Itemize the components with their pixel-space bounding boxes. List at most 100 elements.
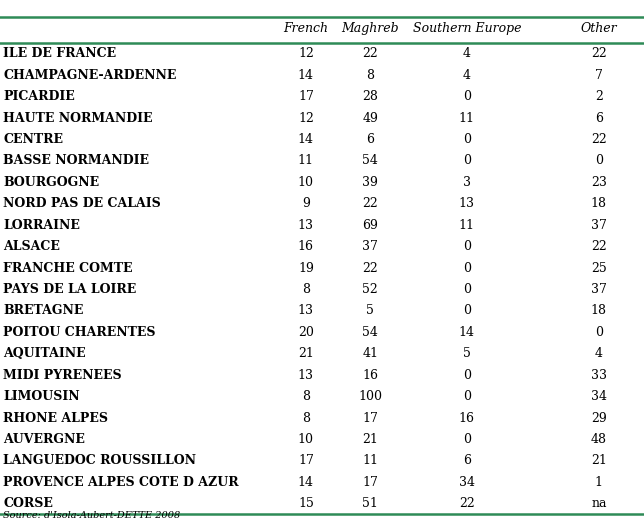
Text: Southern Europe: Southern Europe bbox=[413, 23, 521, 35]
Text: MIDI PYRENEES: MIDI PYRENEES bbox=[3, 369, 122, 382]
Text: 5: 5 bbox=[463, 347, 471, 360]
Text: 29: 29 bbox=[591, 411, 607, 424]
Text: 1: 1 bbox=[595, 476, 603, 489]
Text: 14: 14 bbox=[459, 326, 475, 339]
Text: 13: 13 bbox=[298, 219, 314, 232]
Text: 0: 0 bbox=[595, 326, 603, 339]
Text: 0: 0 bbox=[463, 283, 471, 296]
Text: 8: 8 bbox=[366, 69, 374, 82]
Text: 19: 19 bbox=[298, 261, 314, 275]
Text: 9: 9 bbox=[302, 197, 310, 210]
Text: 54: 54 bbox=[363, 326, 378, 339]
Text: 22: 22 bbox=[591, 133, 607, 146]
Text: 28: 28 bbox=[363, 90, 378, 103]
Text: 34: 34 bbox=[459, 476, 475, 489]
Text: 12: 12 bbox=[298, 112, 314, 125]
Text: 22: 22 bbox=[591, 240, 607, 253]
Text: 6: 6 bbox=[595, 112, 603, 125]
Text: LORRAINE: LORRAINE bbox=[3, 219, 80, 232]
Text: PROVENCE ALPES COTE D AZUR: PROVENCE ALPES COTE D AZUR bbox=[3, 476, 239, 489]
Text: HAUTE NORMANDIE: HAUTE NORMANDIE bbox=[3, 112, 153, 125]
Text: 18: 18 bbox=[591, 305, 607, 317]
Text: 54: 54 bbox=[363, 155, 378, 167]
Text: 23: 23 bbox=[591, 176, 607, 189]
Text: 10: 10 bbox=[298, 433, 314, 446]
Text: 13: 13 bbox=[459, 197, 475, 210]
Text: 11: 11 bbox=[363, 454, 378, 468]
Text: NORD PAS DE CALAIS: NORD PAS DE CALAIS bbox=[3, 197, 161, 210]
Text: 0: 0 bbox=[463, 261, 471, 275]
Text: 18: 18 bbox=[591, 197, 607, 210]
Text: ALSACE: ALSACE bbox=[3, 240, 60, 253]
Text: 22: 22 bbox=[591, 47, 607, 60]
Text: 22: 22 bbox=[363, 261, 378, 275]
Text: AQUITAINE: AQUITAINE bbox=[3, 347, 86, 360]
Text: 14: 14 bbox=[298, 69, 314, 82]
Text: AUVERGNE: AUVERGNE bbox=[3, 433, 85, 446]
Text: 21: 21 bbox=[591, 454, 607, 468]
Text: FRANCHE COMTE: FRANCHE COMTE bbox=[3, 261, 133, 275]
Text: 16: 16 bbox=[298, 240, 314, 253]
Text: LANGUEDOC ROUSSILLON: LANGUEDOC ROUSSILLON bbox=[3, 454, 196, 468]
Text: 34: 34 bbox=[591, 390, 607, 403]
Text: 0: 0 bbox=[463, 155, 471, 167]
Text: 4: 4 bbox=[463, 47, 471, 60]
Text: 0: 0 bbox=[463, 305, 471, 317]
Text: 11: 11 bbox=[298, 155, 314, 167]
Text: CORSE: CORSE bbox=[3, 497, 53, 510]
Text: 2: 2 bbox=[595, 90, 603, 103]
Text: 37: 37 bbox=[363, 240, 378, 253]
Text: 51: 51 bbox=[363, 497, 378, 510]
Text: na: na bbox=[591, 497, 607, 510]
Text: 37: 37 bbox=[591, 219, 607, 232]
Text: 48: 48 bbox=[591, 433, 607, 446]
Text: 16: 16 bbox=[363, 369, 378, 382]
Text: Maghreb: Maghreb bbox=[341, 23, 399, 35]
Text: PAYS DE LA LOIRE: PAYS DE LA LOIRE bbox=[3, 283, 137, 296]
Text: 21: 21 bbox=[363, 433, 378, 446]
Text: Other: Other bbox=[581, 23, 617, 35]
Text: BASSE NORMANDIE: BASSE NORMANDIE bbox=[3, 155, 149, 167]
Text: CENTRE: CENTRE bbox=[3, 133, 63, 146]
Text: PICARDIE: PICARDIE bbox=[3, 90, 75, 103]
Text: Source: d'Isola-Aubert-DETTE 2008: Source: d'Isola-Aubert-DETTE 2008 bbox=[3, 511, 180, 520]
Text: 0: 0 bbox=[463, 240, 471, 253]
Text: 7: 7 bbox=[595, 69, 603, 82]
Text: 15: 15 bbox=[298, 497, 314, 510]
Text: 0: 0 bbox=[595, 155, 603, 167]
Text: 14: 14 bbox=[298, 133, 314, 146]
Text: LIMOUSIN: LIMOUSIN bbox=[3, 390, 80, 403]
Text: 10: 10 bbox=[298, 176, 314, 189]
Text: 20: 20 bbox=[298, 326, 314, 339]
Text: 25: 25 bbox=[591, 261, 607, 275]
Text: 100: 100 bbox=[358, 390, 383, 403]
Text: 0: 0 bbox=[463, 90, 471, 103]
Text: 4: 4 bbox=[463, 69, 471, 82]
Text: 0: 0 bbox=[463, 369, 471, 382]
Text: 22: 22 bbox=[459, 497, 475, 510]
Text: 13: 13 bbox=[298, 305, 314, 317]
Text: 17: 17 bbox=[363, 411, 378, 424]
Text: 0: 0 bbox=[463, 433, 471, 446]
Text: 17: 17 bbox=[298, 454, 314, 468]
Text: 33: 33 bbox=[591, 369, 607, 382]
Text: 17: 17 bbox=[363, 476, 378, 489]
Text: 49: 49 bbox=[363, 112, 378, 125]
Text: 0: 0 bbox=[463, 133, 471, 146]
Text: BRETAGNE: BRETAGNE bbox=[3, 305, 84, 317]
Text: 22: 22 bbox=[363, 197, 378, 210]
Text: 52: 52 bbox=[363, 283, 378, 296]
Text: 8: 8 bbox=[302, 283, 310, 296]
Text: 11: 11 bbox=[459, 219, 475, 232]
Text: French: French bbox=[283, 23, 328, 35]
Text: 17: 17 bbox=[298, 90, 314, 103]
Text: 3: 3 bbox=[463, 176, 471, 189]
Text: BOURGOGNE: BOURGOGNE bbox=[3, 176, 99, 189]
Text: 4: 4 bbox=[595, 347, 603, 360]
Text: 0: 0 bbox=[463, 390, 471, 403]
Text: 8: 8 bbox=[302, 390, 310, 403]
Text: 39: 39 bbox=[363, 176, 378, 189]
Text: 14: 14 bbox=[298, 476, 314, 489]
Text: RHONE ALPES: RHONE ALPES bbox=[3, 411, 108, 424]
Text: 37: 37 bbox=[591, 283, 607, 296]
